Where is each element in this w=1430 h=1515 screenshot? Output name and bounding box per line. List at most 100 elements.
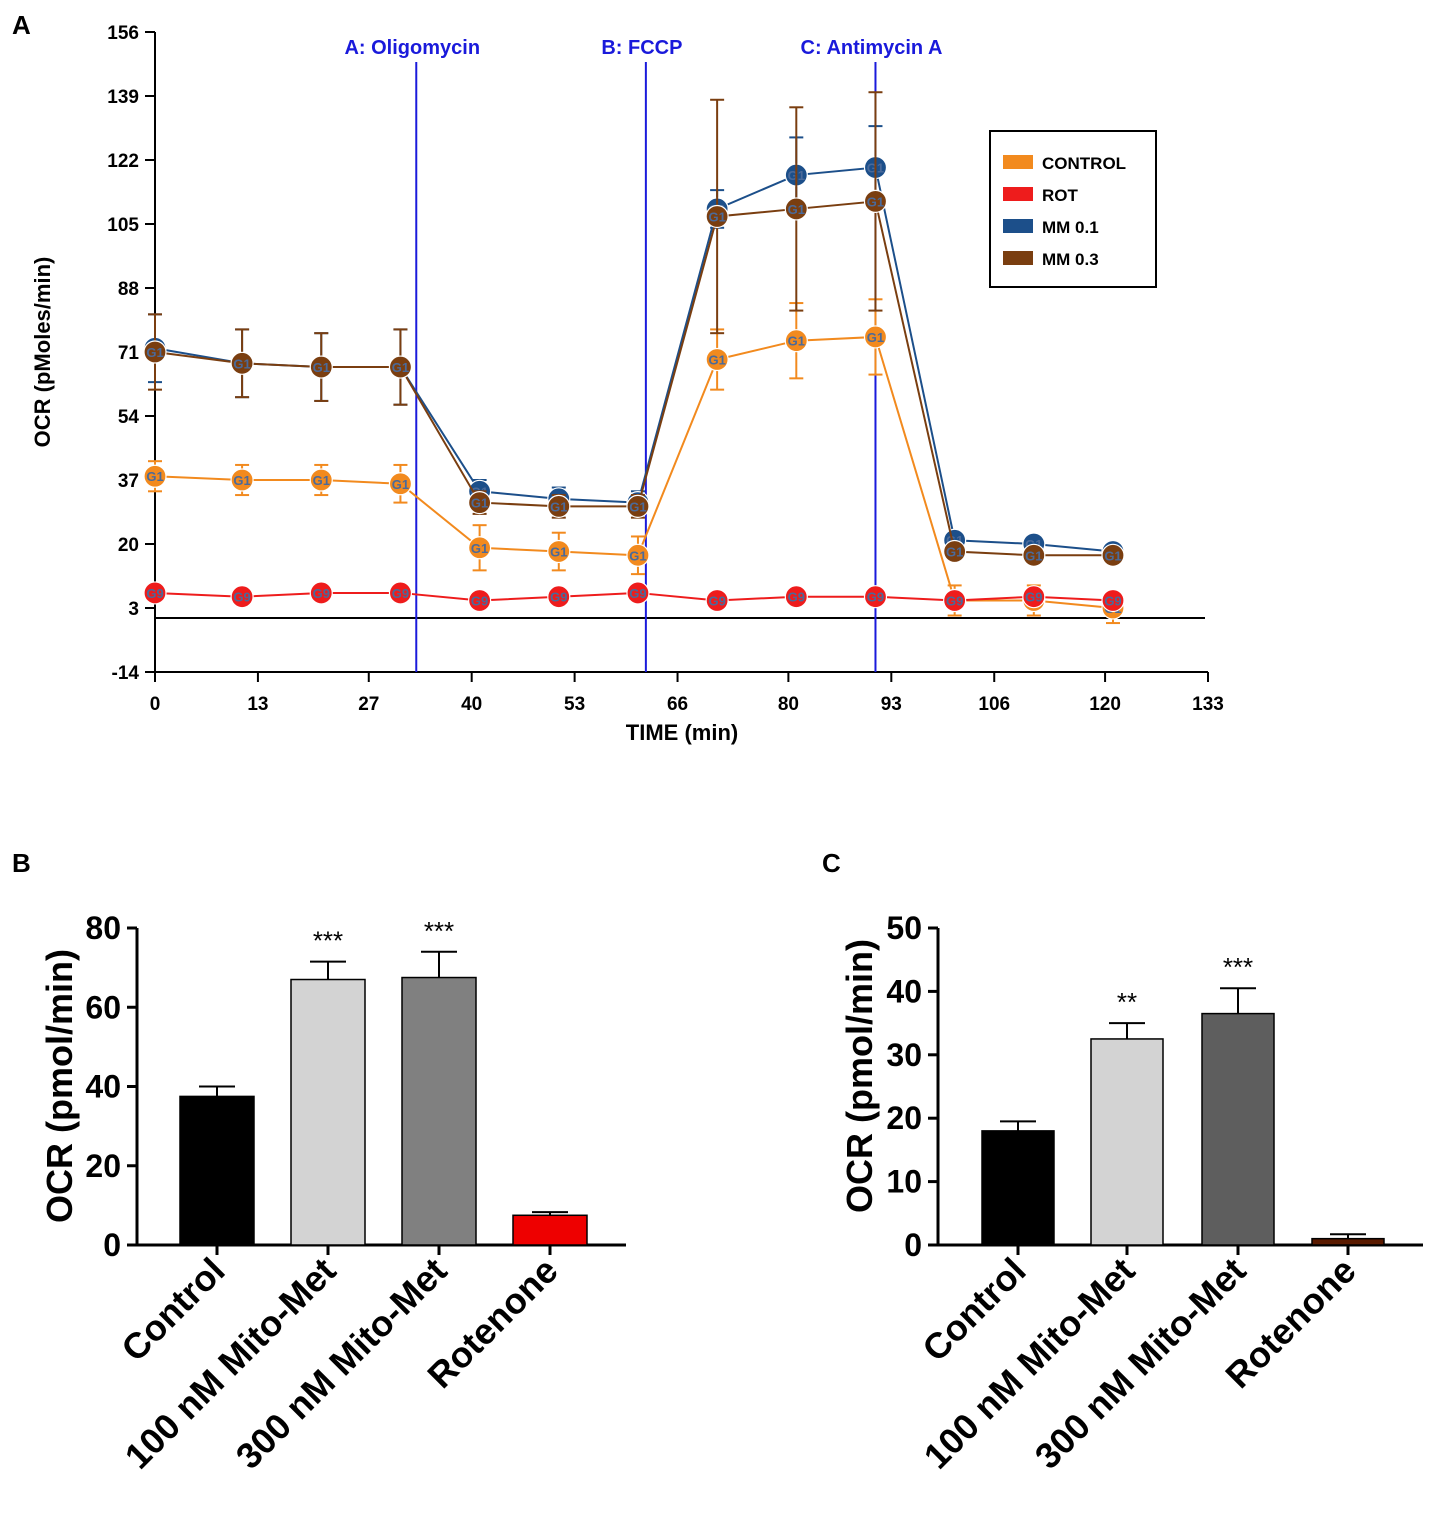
injection-label-1: B: FCCP	[601, 37, 682, 59]
legend-swatch	[1003, 155, 1033, 169]
data-point-label: G9	[1104, 593, 1121, 608]
panel-a-x-tick-label: 133	[1192, 694, 1224, 715]
panel-c-y-axis-title: OCR (pmol/min)	[839, 939, 880, 1213]
legend-swatch	[1003, 187, 1033, 201]
panel-c-category-label: 300 nM Mito-Met	[1027, 1250, 1254, 1477]
series-control: G1 G1 G1 G1 G1 G1 G1 G1 G1 G1 G1 G1 G1	[143, 298, 1125, 625]
data-point-label: G1	[867, 330, 884, 345]
data-point	[943, 539, 967, 564]
series-mm-0-3: G1 G1 G1 G1 G1 G1 G1 G1 G1 G1 G1 G1 G1	[143, 91, 1125, 567]
panel-a-x-tick-label: 66	[667, 694, 688, 715]
panel-a-x-axis-title: TIME (min)	[626, 720, 738, 745]
legend-label: ROT	[1042, 186, 1079, 205]
panel-a-axes	[154, 32, 1208, 673]
panel-a-y-axis-title: OCR (pMoles/min)	[30, 257, 55, 448]
series-line	[154, 335, 1114, 609]
panel-a-x-tick-label: 40	[461, 694, 482, 715]
legend-label: CONTROL	[1042, 154, 1126, 173]
legend-label: MM 0.3	[1042, 250, 1099, 269]
data-point-label: G1	[1025, 548, 1042, 563]
data-point-label: G1	[946, 545, 963, 560]
data-point	[626, 494, 650, 518]
data-point-label: G9	[146, 586, 163, 601]
data-point-label: G1	[313, 360, 330, 375]
data-point	[626, 581, 650, 605]
data-point	[547, 585, 571, 609]
data-point	[1022, 543, 1046, 567]
legend-label: MM 0.1	[1042, 218, 1099, 237]
data-point	[388, 581, 413, 605]
data-point-label: G1	[550, 499, 567, 514]
data-point	[309, 355, 333, 379]
panel-a-y-tick-label: 71	[118, 343, 140, 364]
data-point	[230, 585, 254, 609]
data-point	[468, 536, 492, 560]
panel-b-bar	[179, 1095, 255, 1246]
panel-a-y-ticks: 156 139 122 105 88 71 54 37 20 3 -14	[107, 23, 155, 684]
panel-a-x-tick-label: 13	[247, 694, 268, 715]
panel-a-y-tick-label: 139	[107, 87, 139, 108]
data-point	[784, 197, 808, 221]
panel-a-y-tick-label: 3	[128, 599, 139, 620]
data-point-label: G9	[708, 593, 725, 608]
panel-label-b: B	[12, 848, 31, 878]
data-point	[784, 585, 808, 609]
data-point-label: G1	[629, 499, 646, 514]
panel-a-y-tick-label: -14	[112, 663, 140, 684]
panel-c-category-label: 100 nM Mito-Met	[916, 1250, 1143, 1477]
data-point-label: G1	[233, 473, 250, 488]
panel-c-y-tick-label: 20	[886, 1100, 922, 1136]
panel-a-legend: CONTROL ROT MM 0.1 MM 0.3	[989, 130, 1157, 288]
data-point-label: G1	[233, 356, 250, 371]
data-point-label: G1	[708, 209, 725, 224]
data-point	[388, 355, 413, 379]
panel-b-y-tick-label: 0	[103, 1227, 121, 1263]
panel-a-y-tick-label: 54	[118, 407, 140, 428]
panel-c-bar	[981, 1130, 1055, 1246]
data-point	[1101, 543, 1125, 567]
panel-b-y-tick-label: 20	[85, 1148, 121, 1184]
panel-a-x-tick-label: 93	[881, 694, 902, 715]
panel-b-y-tick-label: 60	[85, 989, 121, 1025]
data-point	[1022, 585, 1046, 609]
data-point-label: G1	[392, 360, 409, 375]
data-point	[143, 464, 167, 488]
panel-b-category-label: 100 nM Mito-Met	[117, 1250, 344, 1477]
data-point	[705, 204, 729, 229]
injection-label-0: A: Oligomycin	[344, 37, 480, 59]
data-point-label: G1	[471, 541, 488, 556]
data-point	[309, 581, 333, 605]
data-point-label: G1	[146, 345, 163, 360]
panel-c-y-tick-label: 40	[886, 973, 922, 1009]
data-point-label: G1	[708, 353, 725, 368]
panel-b-significance-label: ***	[424, 916, 454, 946]
data-point-label: G1	[471, 496, 488, 511]
panel-a-x-tick-label: 0	[150, 694, 161, 715]
data-point	[863, 325, 888, 349]
panel-a-y-tick-label: 88	[118, 279, 139, 300]
data-point-label: G1	[1104, 548, 1121, 563]
data-point	[468, 490, 492, 515]
panel-a-x-tick-label: 120	[1089, 694, 1121, 715]
panel-c-y-tick-label: 10	[886, 1164, 922, 1200]
data-point-label: G9	[313, 586, 330, 601]
panel-b-bar	[512, 1214, 588, 1246]
panel-a-x-tick-label: 80	[778, 694, 799, 715]
panel-c-bar	[1090, 1038, 1164, 1246]
data-point-label: G9	[1025, 590, 1042, 605]
panel-label-a: A	[12, 10, 31, 40]
data-point-label: G1	[313, 473, 330, 488]
data-point	[626, 543, 650, 567]
data-point	[1101, 588, 1125, 613]
data-point-label: G9	[867, 590, 884, 605]
data-point-label: G1	[550, 545, 567, 560]
data-point-label: G9	[392, 586, 409, 601]
panel-c-significance-label: ***	[1223, 952, 1253, 982]
panel-a-line-chart: 156 139 122 105 88 71 54 37 20 3 -14 0 13 27 40 53 66 80…	[30, 23, 1224, 745]
data-point-label: G9	[788, 590, 805, 605]
data-point-label: G1	[392, 477, 409, 492]
data-point	[388, 472, 413, 496]
panel-a-x-tick-label: 106	[978, 694, 1010, 715]
